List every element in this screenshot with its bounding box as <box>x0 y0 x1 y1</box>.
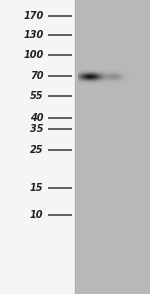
Text: 25: 25 <box>30 145 43 155</box>
Text: 15: 15 <box>30 183 43 193</box>
Text: 10: 10 <box>30 210 43 220</box>
Text: 35: 35 <box>30 124 43 134</box>
Text: 100: 100 <box>23 50 44 60</box>
Text: 130: 130 <box>23 30 44 40</box>
Text: 70: 70 <box>30 71 43 81</box>
Bar <box>0 0 75 294</box>
Text: 170: 170 <box>23 11 44 21</box>
Bar <box>75 0 150 294</box>
Text: 55: 55 <box>30 91 43 101</box>
Text: 40: 40 <box>30 113 43 123</box>
